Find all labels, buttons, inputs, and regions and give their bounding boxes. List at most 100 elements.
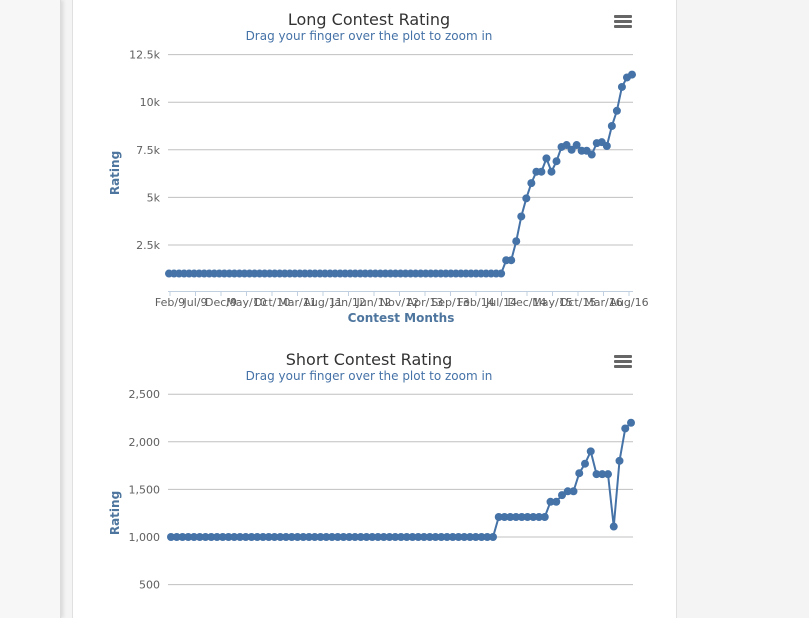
data-point[interactable] bbox=[425, 533, 434, 541]
data-point[interactable] bbox=[397, 533, 405, 541]
data-point[interactable] bbox=[437, 533, 446, 541]
data-point[interactable] bbox=[443, 533, 451, 541]
data-point[interactable] bbox=[517, 212, 526, 221]
data-point[interactable] bbox=[333, 533, 342, 541]
data-point[interactable] bbox=[207, 533, 216, 541]
data-point[interactable] bbox=[299, 533, 308, 541]
data-point[interactable] bbox=[448, 533, 457, 541]
data-point[interactable] bbox=[575, 469, 584, 478]
data-point[interactable] bbox=[527, 179, 536, 188]
data-point[interactable] bbox=[517, 513, 526, 522]
data-point[interactable] bbox=[602, 141, 611, 150]
data-point[interactable] bbox=[213, 533, 221, 541]
data-point[interactable] bbox=[178, 533, 187, 541]
data-point[interactable] bbox=[617, 82, 626, 91]
data-point[interactable] bbox=[201, 533, 210, 541]
data-point[interactable] bbox=[587, 150, 596, 159]
data-point[interactable] bbox=[523, 513, 532, 522]
long-contest-chart[interactable]: Long Contest Rating Drag your finger ove… bbox=[108, 8, 649, 325]
data-point[interactable] bbox=[569, 487, 578, 496]
data-point[interactable] bbox=[615, 456, 624, 465]
data-point[interactable] bbox=[259, 533, 267, 541]
data-point[interactable] bbox=[497, 269, 506, 278]
chart-menu-icon[interactable] bbox=[606, 348, 640, 374]
data-point[interactable] bbox=[540, 513, 549, 522]
data-point[interactable] bbox=[190, 533, 198, 541]
data-point[interactable] bbox=[552, 157, 561, 166]
data-point[interactable] bbox=[546, 497, 555, 506]
data-point[interactable] bbox=[316, 533, 325, 541]
data-point[interactable] bbox=[558, 491, 566, 500]
data-point[interactable] bbox=[627, 418, 635, 427]
data-point[interactable] bbox=[581, 459, 589, 468]
data-point[interactable] bbox=[604, 470, 612, 479]
data-point[interactable] bbox=[552, 497, 561, 506]
data-point[interactable] bbox=[356, 533, 365, 541]
data-point[interactable] bbox=[477, 533, 486, 541]
data-point[interactable] bbox=[328, 533, 336, 541]
data-point[interactable] bbox=[276, 533, 285, 541]
data-point[interactable] bbox=[264, 533, 273, 541]
data-point[interactable] bbox=[621, 424, 630, 433]
data-point[interactable] bbox=[592, 470, 601, 479]
data-point[interactable] bbox=[414, 533, 423, 541]
data-point[interactable] bbox=[522, 194, 531, 203]
data-point[interactable] bbox=[241, 533, 250, 541]
data-point[interactable] bbox=[537, 167, 546, 176]
data-point[interactable] bbox=[562, 141, 571, 150]
data-point[interactable] bbox=[408, 533, 417, 541]
data-point[interactable] bbox=[512, 513, 520, 522]
data-point[interactable] bbox=[512, 237, 521, 246]
data-point[interactable] bbox=[282, 533, 290, 541]
data-point[interactable] bbox=[195, 533, 204, 541]
data-point[interactable] bbox=[547, 167, 556, 176]
data-point[interactable] bbox=[351, 533, 359, 541]
data-point[interactable] bbox=[310, 533, 319, 541]
data-point[interactable] bbox=[287, 533, 296, 541]
data-point[interactable] bbox=[379, 533, 388, 541]
data-point[interactable] bbox=[529, 513, 538, 522]
data-point[interactable] bbox=[483, 533, 492, 541]
data-point[interactable] bbox=[598, 470, 607, 479]
data-point[interactable] bbox=[345, 533, 354, 541]
data-point[interactable] bbox=[609, 522, 618, 531]
data-point[interactable] bbox=[270, 533, 279, 541]
data-point[interactable] bbox=[385, 533, 394, 541]
data-point[interactable] bbox=[305, 533, 313, 541]
data-point[interactable] bbox=[563, 487, 572, 496]
data-point[interactable] bbox=[628, 70, 636, 79]
data-point[interactable] bbox=[374, 533, 382, 541]
data-point[interactable] bbox=[402, 533, 411, 541]
data-point[interactable] bbox=[494, 513, 503, 522]
data-point[interactable] bbox=[586, 447, 595, 456]
data-point[interactable] bbox=[607, 122, 616, 130]
chart-menu-icon[interactable] bbox=[606, 8, 640, 34]
data-point[interactable] bbox=[230, 533, 239, 541]
data-point[interactable] bbox=[460, 533, 469, 541]
data-point[interactable] bbox=[431, 533, 440, 541]
data-point[interactable] bbox=[454, 533, 463, 541]
data-point[interactable] bbox=[172, 533, 181, 541]
data-point[interactable] bbox=[236, 533, 244, 541]
data-point[interactable] bbox=[500, 513, 509, 522]
data-point[interactable] bbox=[339, 533, 348, 541]
data-point[interactable] bbox=[535, 513, 543, 522]
data-point[interactable] bbox=[489, 533, 497, 541]
data-point[interactable] bbox=[218, 533, 227, 541]
data-point[interactable] bbox=[507, 256, 516, 265]
data-point[interactable] bbox=[322, 533, 331, 541]
short-contest-chart[interactable]: Short Contest Rating Drag your finger ov… bbox=[108, 348, 640, 592]
data-point[interactable] bbox=[368, 533, 377, 541]
data-point[interactable] bbox=[471, 533, 480, 541]
data-point[interactable] bbox=[391, 533, 400, 541]
data-point[interactable] bbox=[420, 533, 428, 541]
data-point[interactable] bbox=[293, 533, 302, 541]
data-point[interactable] bbox=[466, 533, 474, 541]
data-point[interactable] bbox=[167, 533, 175, 541]
data-point[interactable] bbox=[247, 533, 256, 541]
data-point[interactable] bbox=[184, 533, 193, 541]
data-point[interactable] bbox=[542, 154, 551, 163]
data-point[interactable] bbox=[567, 145, 576, 154]
data-point[interactable] bbox=[572, 141, 581, 150]
